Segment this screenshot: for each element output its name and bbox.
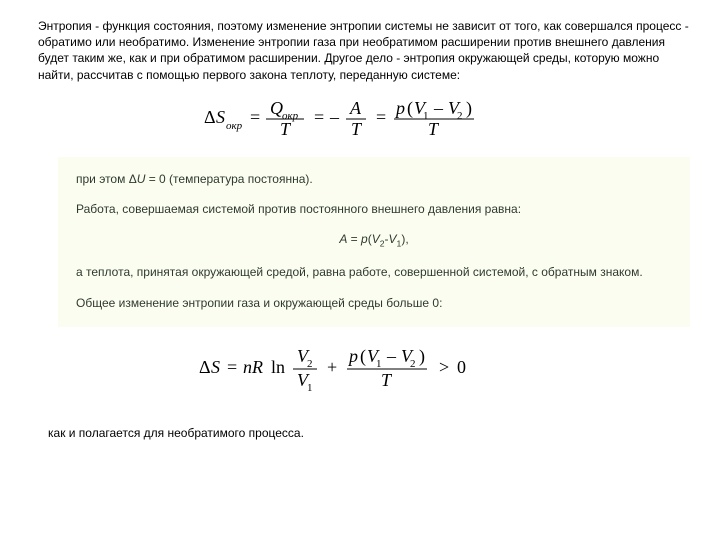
formula-1: Δ S окр = Q окр T = – A T = p <box>38 97 690 145</box>
svg-text:–: – <box>433 98 444 118</box>
box-line1-a: при этом Δ <box>76 172 137 186</box>
svg-text:): ) <box>466 98 472 119</box>
svg-text:окр: окр <box>226 120 243 132</box>
eq-V2: V <box>372 232 380 246</box>
svg-text:S: S <box>211 357 220 377</box>
svg-text:(: ( <box>407 98 413 119</box>
eq-eq: = <box>347 232 361 246</box>
svg-text:S: S <box>216 107 225 127</box>
highlight-box: при этом ΔU = 0 (температура постоянна).… <box>58 157 690 327</box>
svg-text:Δ: Δ <box>204 107 216 127</box>
svg-text:1: 1 <box>307 382 313 393</box>
svg-text:T: T <box>428 119 440 139</box>
svg-text:–: – <box>329 107 340 127</box>
svg-text:T: T <box>280 119 292 139</box>
svg-text:2: 2 <box>457 110 463 122</box>
svg-text:0: 0 <box>457 357 466 377</box>
closing-line: как и полагается для необратимого процес… <box>48 425 690 441</box>
formula-2: Δ S = nR ln V 2 V 1 + p ( V 1 – V 2 <box>38 345 690 397</box>
svg-text:(: ( <box>360 346 366 367</box>
svg-text:=: = <box>227 357 237 377</box>
eq-rp: ), <box>401 232 408 246</box>
svg-text:T: T <box>381 370 393 390</box>
box-line-2: Работа, совершаемая системой против пост… <box>76 201 672 217</box>
svg-text:=: = <box>250 107 260 127</box>
box-line-1: при этом ΔU = 0 (температура постоянна). <box>76 171 672 187</box>
svg-text:): ) <box>419 346 425 367</box>
intro-paragraph: Энтропия - функция состояния, поэтому из… <box>38 18 690 83</box>
svg-text:1: 1 <box>376 358 382 370</box>
svg-text:nR: nR <box>243 357 263 377</box>
box-line-3: а теплота, принятая окружающей средой, р… <box>76 264 672 280</box>
svg-text:Δ: Δ <box>199 357 211 377</box>
eq-p: p <box>361 232 368 246</box>
svg-text:–: – <box>386 346 397 366</box>
svg-text:+: + <box>327 357 337 377</box>
svg-text:=: = <box>314 107 324 127</box>
svg-text:p: p <box>347 346 358 366</box>
svg-text:ln: ln <box>271 357 285 377</box>
box-line-4: Общее изменение энтропии газа и окружающ… <box>76 295 672 311</box>
svg-text:T: T <box>351 119 363 139</box>
svg-text:p: p <box>394 98 405 118</box>
svg-text:2: 2 <box>410 358 416 370</box>
svg-text:=: = <box>376 107 386 127</box>
svg-text:2: 2 <box>307 358 313 370</box>
box-equation: A = p(V2-V1), <box>76 231 672 250</box>
svg-text:A: A <box>349 98 362 118</box>
box-line1-b: = 0 (температура постоянна). <box>145 172 312 186</box>
eq-V1: V <box>389 232 397 246</box>
svg-text:>: > <box>439 357 449 377</box>
